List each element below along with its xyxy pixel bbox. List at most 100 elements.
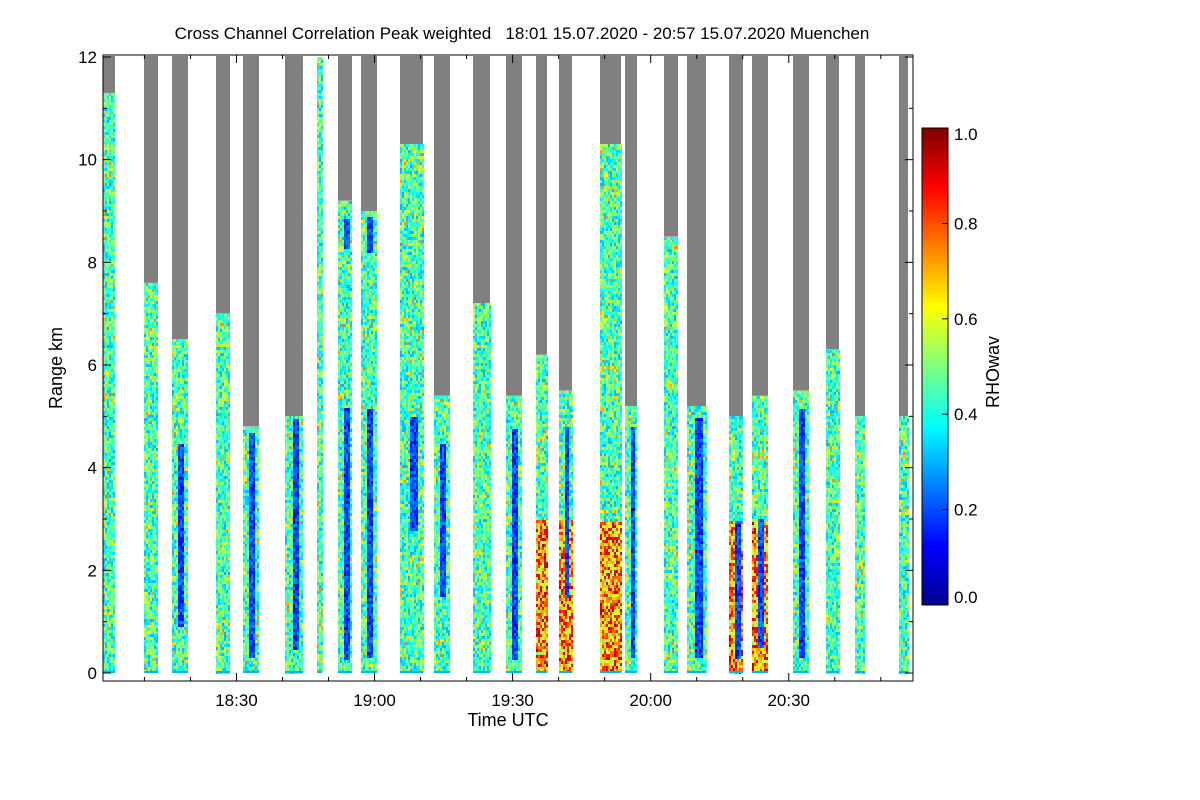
no-data-region (855, 56, 865, 416)
no-data-region (625, 56, 637, 406)
no-data-region (793, 56, 809, 391)
colorbar-tick-label: 0.0 (954, 588, 978, 607)
scan-column (752, 56, 768, 673)
colorbar-gradient (922, 128, 948, 605)
ground-row (559, 671, 572, 673)
ground-row (664, 671, 678, 673)
scan-column (285, 56, 303, 674)
ground-row (855, 671, 865, 673)
y-axis-label: Range km (46, 327, 66, 409)
y-tick-label: 0 (88, 664, 97, 683)
scan-column (361, 56, 377, 673)
no-data-region (144, 56, 158, 283)
plot-area (103, 56, 909, 674)
scan-cells (338, 201, 352, 672)
no-data-region (361, 56, 377, 211)
ground-row (285, 671, 303, 673)
scan-column (144, 56, 158, 673)
colorbar-tick-label: 1.0 (954, 125, 978, 144)
scan-cells (506, 396, 522, 672)
ground-row (752, 671, 768, 673)
scan-column (687, 56, 707, 673)
scan-column (216, 56, 230, 674)
no-data-region (216, 56, 230, 314)
x-tick-label: 19:00 (353, 691, 396, 710)
ground-row (729, 671, 743, 673)
no-data-region (473, 56, 490, 303)
scan-cells (144, 283, 158, 673)
ground-row (506, 671, 522, 673)
colorbar-label: RHOwav (983, 336, 1003, 408)
y-tick-label: 2 (88, 561, 97, 580)
colorbar-tick-label: 0.4 (954, 405, 978, 424)
scan-cells (434, 396, 450, 672)
no-data-region (243, 56, 259, 427)
ground-row (826, 671, 839, 673)
scan-column (400, 56, 424, 673)
ground-row (434, 671, 450, 673)
scan-cells (855, 416, 865, 674)
y-tick-label: 4 (88, 459, 97, 478)
scan-cells (473, 303, 491, 672)
ground-row (687, 671, 706, 673)
ground-row (216, 671, 230, 673)
scan-cells (687, 406, 707, 673)
ground-row (536, 671, 547, 673)
scan-cells (600, 144, 622, 672)
colorbar-tick-label: 0.2 (954, 501, 978, 520)
no-data-region (826, 56, 839, 350)
colorbar-tick-label: 0.6 (954, 310, 978, 329)
no-data-region (338, 56, 352, 201)
no-data-region (687, 56, 706, 406)
scan-cells (103, 93, 115, 672)
no-data-region (103, 56, 115, 93)
no-data-region (899, 56, 908, 416)
ground-row (317, 671, 322, 673)
scan-cells (625, 406, 637, 673)
no-data-region (600, 56, 621, 144)
scan-cells (826, 350, 840, 674)
scan-cells (361, 211, 377, 673)
no-data-region (172, 56, 188, 339)
ground-row (172, 671, 188, 673)
ground-row (243, 671, 259, 673)
x-tick-label: 18:30 (215, 691, 258, 710)
colorbar: 0.0 0.2 0.4 0.6 0.8 1.0 RHOwav (922, 125, 1003, 607)
scan-column (855, 56, 865, 674)
y-tick-label: 10 (78, 151, 97, 170)
y-tick-label: 12 (78, 48, 97, 67)
ground-row (338, 671, 352, 673)
scan-cells (216, 314, 230, 674)
scan-column (506, 56, 522, 673)
no-data-region (752, 56, 768, 396)
x-tick-label: 19:30 (491, 691, 534, 710)
scan-cells (172, 339, 188, 672)
scan-cells (729, 416, 743, 674)
scan-cells (285, 416, 303, 674)
x-axis-label: Time UTC (467, 710, 548, 730)
no-data-region (434, 56, 450, 396)
scan-cells (400, 144, 424, 672)
scan-column (559, 56, 573, 673)
ground-row (600, 671, 621, 673)
ground-row (361, 671, 377, 673)
no-data-region (285, 56, 303, 416)
scan-cells (899, 416, 909, 674)
no-data-region (400, 56, 423, 144)
scan-cells (243, 427, 259, 673)
scan-column (793, 56, 809, 673)
scan-column (172, 56, 188, 673)
scan-column (600, 56, 622, 673)
scan-column (536, 56, 548, 673)
no-data-region (729, 56, 743, 416)
scan-column (338, 56, 352, 673)
scan-column (243, 56, 259, 673)
scan-cells (752, 396, 768, 672)
scan-column (625, 56, 637, 673)
no-data-region (506, 56, 522, 396)
colorbar-tick-label: 0.8 (954, 214, 978, 233)
scan-cells (793, 391, 809, 673)
chart-title: Cross Channel Correlation Peak weighted … (175, 24, 870, 43)
